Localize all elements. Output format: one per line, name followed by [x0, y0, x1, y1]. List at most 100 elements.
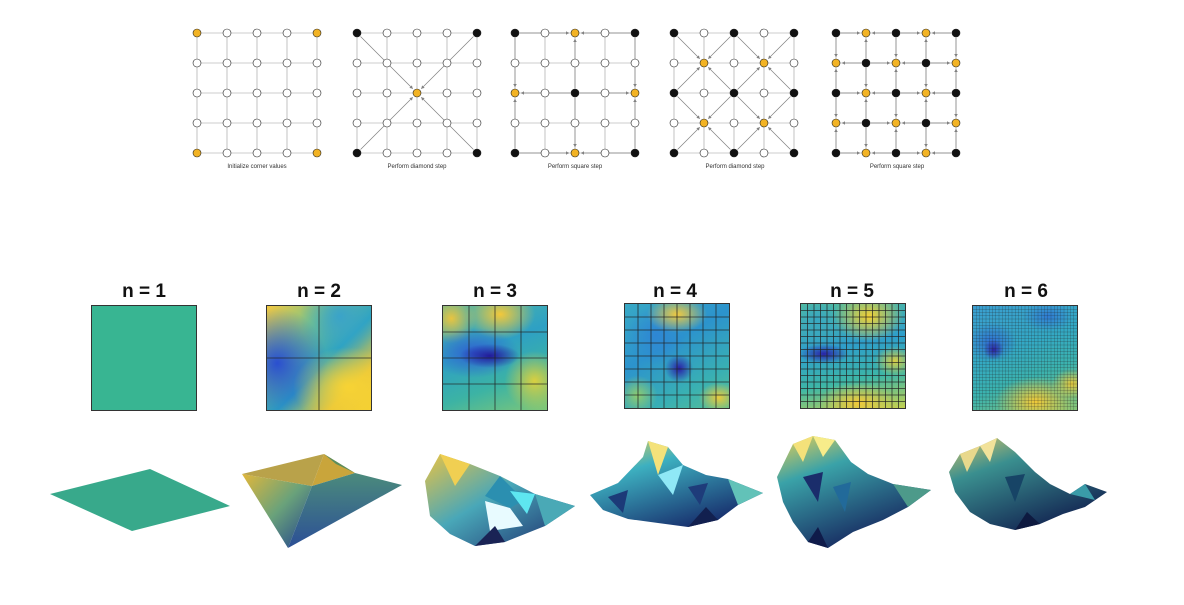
- empty-node: [222, 58, 232, 68]
- empty-node: [382, 88, 392, 98]
- computed-node: [729, 88, 739, 98]
- computed-node: [669, 148, 679, 158]
- step-arrow-head: [756, 127, 760, 131]
- step-arrow-head: [768, 127, 772, 131]
- empty-node: [789, 118, 799, 128]
- empty-node: [412, 58, 422, 68]
- heightmap-n3: [442, 305, 548, 411]
- active-node: [192, 148, 202, 158]
- step-arrow: [707, 96, 731, 120]
- empty-node: [540, 118, 550, 128]
- step-arrow: [707, 66, 731, 90]
- step-arrow: [737, 96, 761, 120]
- step-arrow-head: [894, 69, 898, 72]
- empty-node: [282, 148, 292, 158]
- empty-node: [412, 148, 422, 158]
- computed-node: [891, 28, 901, 38]
- active-node: [951, 58, 961, 68]
- step-caption-2: Perform diamond step: [387, 164, 447, 170]
- empty-node: [540, 28, 550, 38]
- computed-node: [510, 28, 520, 38]
- empty-node: [540, 148, 550, 158]
- empty-node: [252, 148, 262, 158]
- step-arrow-head: [409, 85, 413, 89]
- step-arrow: [767, 96, 791, 120]
- empty-node: [570, 58, 580, 68]
- step-arrow-head: [924, 99, 928, 102]
- computed-node: [861, 118, 871, 128]
- empty-node: [759, 88, 769, 98]
- empty-node: [222, 28, 232, 38]
- step-arrow: [677, 36, 701, 60]
- active-node: [759, 58, 769, 68]
- step-arrow-head: [708, 55, 712, 59]
- surface-n4: [590, 441, 763, 527]
- step-arrow-head: [581, 151, 584, 155]
- empty-node: [442, 58, 452, 68]
- step-arrow-head: [857, 151, 860, 155]
- empty-node: [252, 118, 262, 128]
- empty-node: [352, 88, 362, 98]
- heightmap-n4: [624, 303, 730, 409]
- step-arrow-head: [872, 151, 875, 155]
- step-diagram-3: [509, 27, 641, 161]
- empty-node: [442, 28, 452, 38]
- computed-node: [891, 88, 901, 98]
- heightmap-n1: [91, 305, 197, 411]
- step-arrow-head: [902, 121, 905, 125]
- empty-node: [669, 58, 679, 68]
- empty-node: [600, 28, 610, 38]
- empty-node: [382, 148, 392, 158]
- computed-node: [729, 148, 739, 158]
- step-arrow-head: [409, 97, 413, 101]
- active-node: [570, 28, 580, 38]
- empty-node: [192, 58, 202, 68]
- step-arrow-head: [947, 61, 950, 65]
- step-arrow-head: [834, 129, 838, 132]
- step-arrow-head: [842, 61, 845, 65]
- computed-node: [951, 88, 961, 98]
- active-node: [861, 28, 871, 38]
- step-arrow-head: [894, 114, 898, 117]
- active-node: [921, 28, 931, 38]
- empty-node: [282, 88, 292, 98]
- empty-node: [192, 118, 202, 128]
- active-node: [759, 118, 769, 128]
- empty-node: [630, 58, 640, 68]
- empty-node: [729, 118, 739, 128]
- active-node: [570, 148, 580, 158]
- step-arrow-head: [887, 121, 890, 125]
- step-arrow: [767, 126, 791, 150]
- computed-node: [669, 88, 679, 98]
- computed-node: [510, 148, 520, 158]
- computed-node: [352, 28, 362, 38]
- empty-node: [312, 88, 322, 98]
- step-arrow-head: [924, 39, 928, 42]
- empty-node: [382, 28, 392, 38]
- heightmap-n5: [800, 303, 906, 409]
- empty-node: [472, 58, 482, 68]
- empty-node: [472, 88, 482, 98]
- empty-node: [729, 58, 739, 68]
- active-node: [312, 148, 322, 158]
- empty-node: [382, 58, 392, 68]
- heightmap-n6: [972, 305, 1078, 411]
- step-arrow: [737, 126, 761, 150]
- step-arrow-head: [696, 55, 700, 59]
- step-arrow-head: [834, 69, 838, 72]
- active-node: [699, 58, 709, 68]
- step-arrow-head: [513, 99, 517, 102]
- step-arrow-head: [513, 84, 517, 87]
- empty-node: [510, 58, 520, 68]
- active-node: [831, 118, 841, 128]
- computed-node: [921, 118, 931, 128]
- step-arrow-head: [857, 91, 860, 95]
- step-arrow-head: [887, 61, 890, 65]
- empty-node: [352, 58, 362, 68]
- step-arrow-head: [708, 67, 712, 71]
- empty-node: [312, 58, 322, 68]
- computed-node: [861, 58, 871, 68]
- step-arrow-head: [872, 91, 875, 95]
- step-arrow: [707, 36, 731, 60]
- active-node: [312, 28, 322, 38]
